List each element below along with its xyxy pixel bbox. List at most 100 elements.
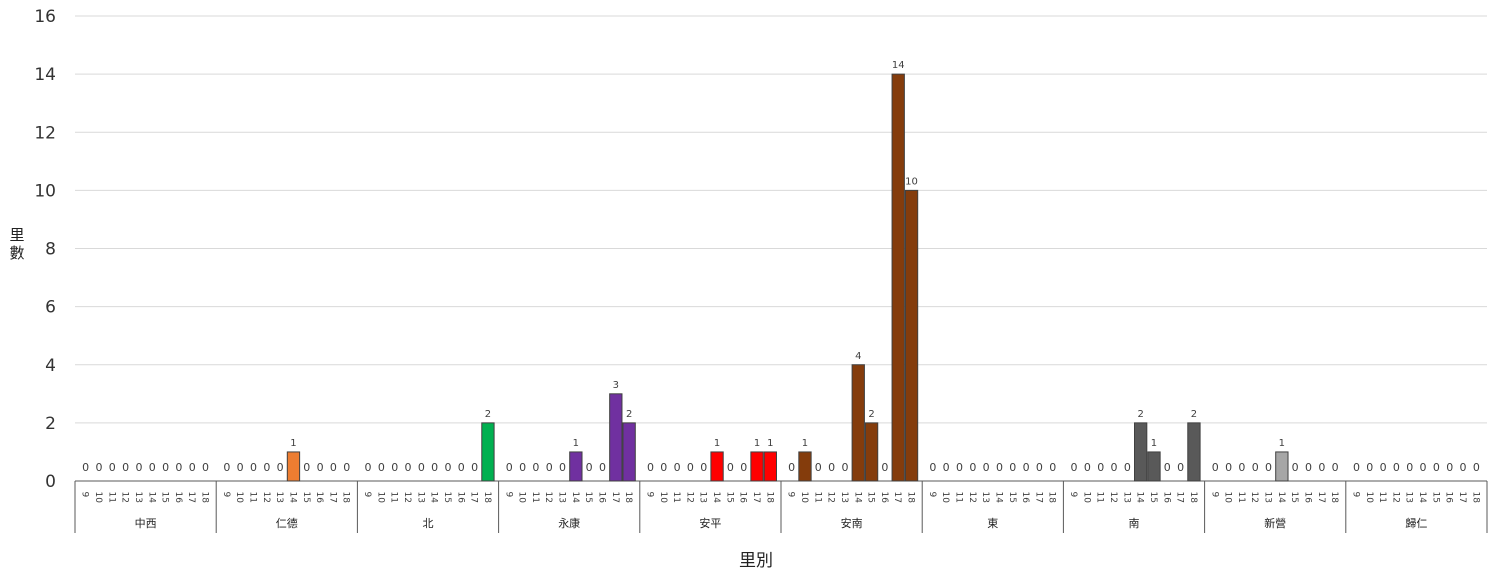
x-tick-label: 17 [751,492,761,503]
x-tick-label: 12 [120,492,130,503]
y-tick-label: 8 [45,240,56,260]
data-label: 0 [317,461,324,474]
x-tick-label: 13 [1404,492,1414,503]
x-tick-label: 9 [1209,492,1219,498]
x-tick-label: 10 [375,492,385,504]
bar [622,422,636,482]
x-tick-label: 17 [1033,492,1043,503]
data-label: 1 [290,438,296,449]
group-label: 歸仁 [1405,516,1427,530]
data-label: 1 [573,438,579,449]
y-tick-label: 4 [45,356,56,376]
data-label: 0 [202,461,209,474]
data-label: 0 [405,461,412,474]
x-tick-label: 16 [455,492,465,504]
data-label: 0 [1318,461,1325,474]
x-tick-label: 13 [274,492,284,503]
bar [710,451,724,482]
data-label: 0 [687,461,694,474]
x-tick-label: 12 [1249,492,1259,503]
data-label: 0 [1238,461,1245,474]
data-label: 0 [1164,461,1171,474]
x-tick-label: 10 [234,492,244,504]
data-label: 0 [391,461,398,474]
data-label: 0 [1071,461,1078,474]
group-label: 南 [1129,517,1140,530]
data-label: 0 [237,461,244,474]
bar [1147,451,1161,482]
data-label: 0 [431,461,438,474]
data-label: 0 [929,461,936,474]
bar [609,393,623,482]
x-tick-label: 16 [597,492,607,504]
data-label: 0 [1265,461,1272,474]
x-tick-label: 13 [839,492,849,503]
bar [1275,451,1289,482]
x-tick-label: 13 [1263,492,1273,503]
data-label: 0 [1380,461,1387,474]
data-label: 2 [1191,409,1197,420]
x-tick-label: 9 [80,492,90,498]
data-label: 0 [1097,461,1104,474]
x-tick-label: 11 [1377,492,1387,503]
group-label: 安南 [841,516,863,530]
x-tick-label: 14 [429,492,439,504]
x-tick-label: 11 [954,492,964,503]
data-label: 0 [841,461,848,474]
y-tick-label: 16 [34,7,56,27]
x-tick-label: 17 [892,492,902,503]
x-tick-label: 15 [160,492,170,503]
data-label: 1 [802,438,808,449]
data-label: 0 [122,461,129,474]
data-label: 0 [532,461,539,474]
data-label: 0 [263,461,270,474]
data-label: 0 [519,461,526,474]
x-tick-label: 15 [1289,492,1299,503]
x-tick-label: 12 [826,492,836,503]
x-tick-label: 16 [173,492,183,504]
data-label: 0 [277,461,284,474]
y-tick-label: 0 [45,472,56,492]
data-label: 0 [82,461,89,474]
bar [798,451,812,482]
bar [286,451,301,482]
x-tick-label: 9 [362,492,372,498]
x-tick-label: 9 [1068,492,1078,498]
group-label: 北 [423,517,434,530]
group-label: 仁德 [276,516,298,530]
x-tick-label: 11 [106,492,116,503]
x-tick-label: 15 [1148,492,1158,503]
data-label: 0 [943,461,950,474]
bar [481,422,495,482]
x-axis-title: 里別 [739,551,773,571]
x-tick-label: 14 [1276,492,1286,504]
data-label: 0 [303,461,310,474]
data-label: 0 [956,461,963,474]
data-label: 0 [365,461,372,474]
data-label: 4 [855,351,861,362]
data-label: 0 [1252,461,1259,474]
data-label: 1 [714,438,720,449]
data-label: 0 [1049,461,1056,474]
data-label: 0 [647,461,654,474]
data-label: 0 [223,461,230,474]
data-label: 0 [343,461,350,474]
data-label: 0 [506,461,513,474]
x-tick-label: 10 [658,492,668,504]
bar [851,364,865,482]
x-tick-label: 11 [248,492,258,503]
x-tick-label: 12 [402,492,412,503]
data-label: 0 [1420,461,1427,474]
data-label: 0 [586,461,593,474]
x-tick-label: 15 [583,492,593,503]
x-tick-label: 11 [1095,492,1105,503]
x-tick-label: 13 [980,492,990,503]
x-tick-label: 16 [1161,492,1171,504]
data-label: 0 [1009,461,1016,474]
x-tick-label: 18 [1470,492,1480,504]
data-label: 0 [559,461,566,474]
x-tick-label: 9 [786,492,796,498]
data-label: 0 [1473,461,1480,474]
data-label: 0 [740,461,747,474]
